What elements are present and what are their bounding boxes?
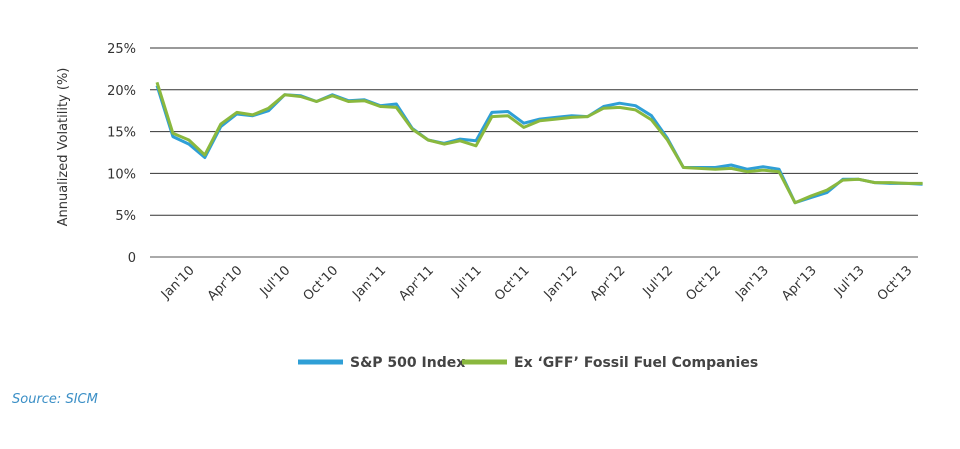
x-tick-label: Jul'12 (640, 263, 677, 300)
x-tick-label: Oct'11 (492, 263, 533, 304)
x-tick-label: Jan'12 (541, 263, 581, 303)
x-tick-label: Oct'10 (301, 263, 342, 304)
y-tick-label: 15% (107, 126, 136, 141)
series-line-ex-gff (155, 81, 923, 205)
x-tick-label: Jul'11 (448, 263, 485, 300)
legend-label-sp500: S&P 500 Index (350, 355, 465, 371)
x-tick-label: Oct'12 (683, 263, 724, 304)
legend-label-ex-gff: Ex ‘GFF’ Fossil Fuel Companies (514, 355, 758, 371)
x-tick-label: Jan'13 (732, 263, 772, 303)
x-tick-label: Jan'10 (158, 263, 198, 303)
x-tick-label: Jul'13 (831, 263, 868, 300)
x-tick-label: Apr'10 (205, 263, 246, 304)
y-tick-label: 10% (107, 167, 136, 182)
x-tick-label: Jan'11 (349, 263, 389, 303)
x-tick-label: Apr'13 (779, 263, 820, 304)
legend: S&P 500 Index Ex ‘GFF’ Fossil Fuel Compa… (298, 355, 758, 371)
x-tick-label: Jul'10 (257, 263, 294, 300)
x-tick-label: Apr'12 (588, 263, 629, 304)
series-lines (155, 81, 923, 205)
y-tick-label: 20% (107, 84, 136, 99)
x-tick-label: Apr'11 (396, 263, 437, 304)
source-note: Source: SICM (12, 392, 98, 407)
x-axis-ticks: Jan'10 Apr'10 Jul'10 Oct'10 Jan'11 Apr'11 Jul'… (158, 263, 915, 304)
gridlines (150, 47, 918, 258)
y-tick-label: 25% (107, 42, 136, 57)
y-tick-label: 0 (128, 251, 136, 266)
y-axis-ticks: 0 5% 10% 15% 20% 25% (107, 42, 136, 266)
series-line-sp500 (155, 85, 923, 205)
x-tick-label: Oct'13 (875, 263, 916, 304)
y-axis-label: Annualized Volatility (%) (56, 68, 71, 227)
y-tick-label: 5% (115, 209, 136, 224)
